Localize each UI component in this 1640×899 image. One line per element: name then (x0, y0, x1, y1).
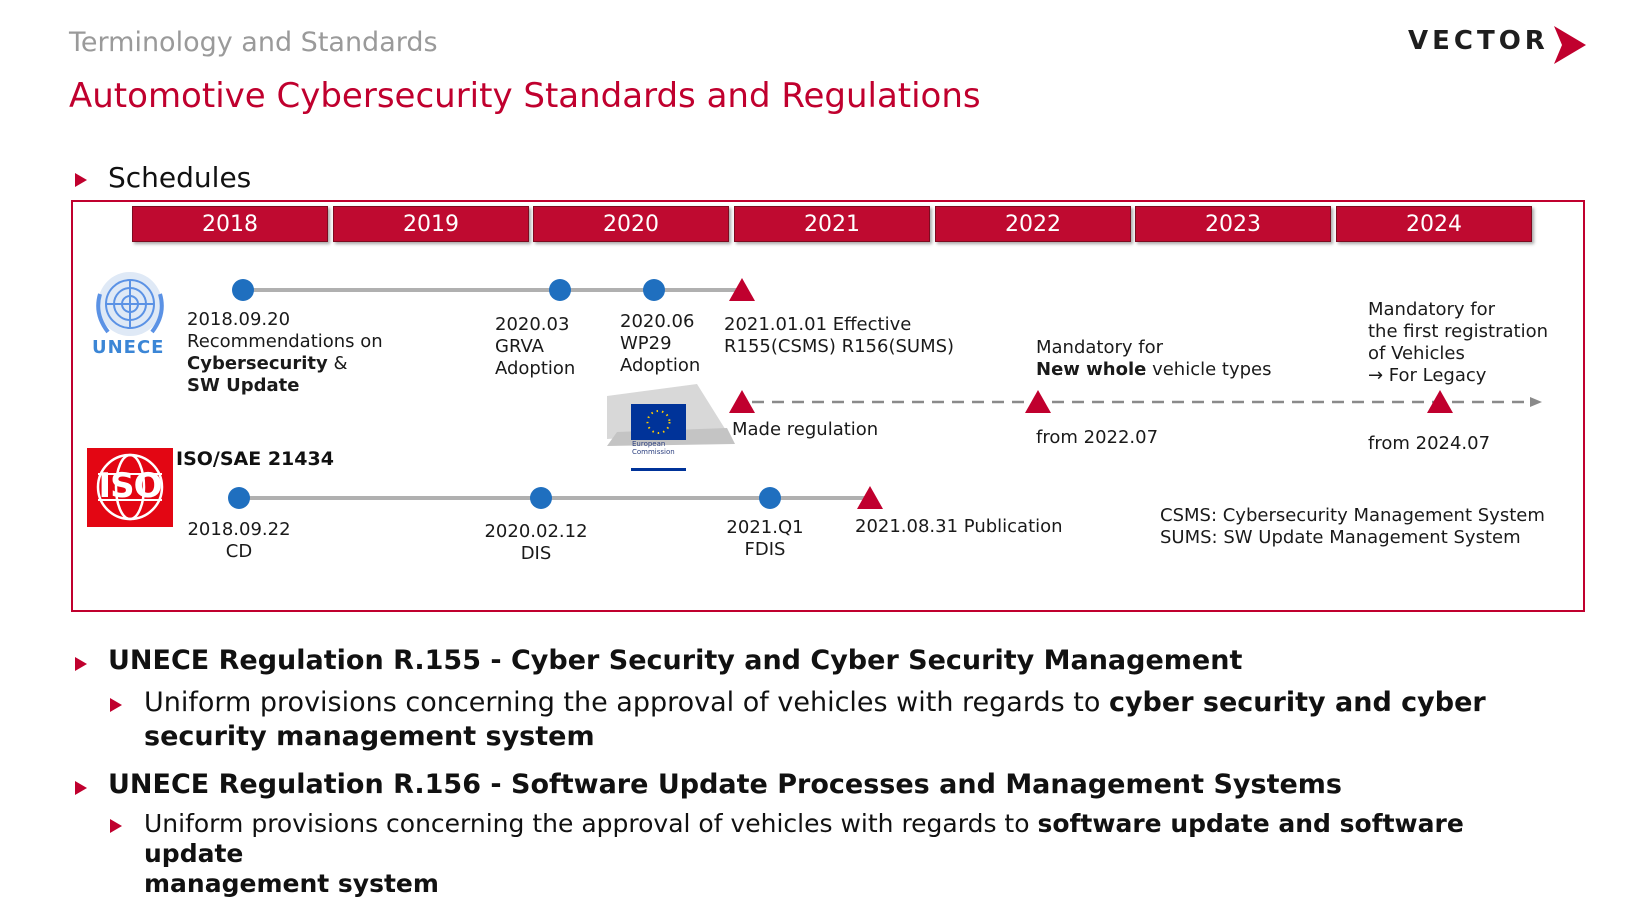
bullet-icon (75, 781, 87, 795)
made-regulation-label: Made regulation (732, 419, 879, 440)
unece-effective-triangle (729, 278, 755, 301)
iso-m4: 2021.08.31 Publication (855, 516, 1063, 537)
r156-text-bold-2: management system (144, 869, 439, 898)
iso-m2-date: 2020.02.12 (484, 521, 588, 542)
unece-milestone-dot (232, 279, 254, 301)
unece-milestone-dot (549, 279, 571, 301)
year-bar: 2023 (1135, 206, 1331, 242)
logo-text: VECTOR (1408, 26, 1549, 56)
mandatory-first-registration: Mandatory for the first registration of … (1368, 299, 1548, 387)
eu-commission-logo (607, 384, 735, 471)
schedules-label: Schedules (108, 161, 252, 194)
legend-csms: CSMS: Cybersecurity Management System (1160, 505, 1545, 526)
unece-m4-line2: R155(CSMS) R156(SUMS) (724, 336, 955, 357)
mand1-from: from 2022.07 (1036, 427, 1159, 448)
r155-text-bold-2: security management system (144, 721, 595, 752)
bullet-icon (110, 819, 122, 833)
year-bar: 2019 (333, 206, 529, 242)
bullet-icon (75, 173, 87, 187)
bullet-icon (75, 657, 87, 671)
section-subtitle: Terminology and Standards (69, 27, 438, 58)
r155-text-bold-1: cyber security and cyber (1108, 687, 1486, 718)
eu-caption-line1: European (632, 440, 666, 448)
mand2-line4: → For Legacy (1368, 365, 1487, 386)
unece-m3-line3: Adoption (620, 355, 701, 376)
iso-m1: 2018.09.22 CD (186, 519, 292, 563)
bullet-icon (110, 698, 122, 712)
iso-standard-title: ISO/SAE 21434 (176, 448, 334, 470)
unece-m3: 2020.06 WP29 Adoption (620, 311, 700, 377)
made-regulation-triangle (729, 390, 755, 413)
mand1-rest: vehicle types (1146, 359, 1272, 380)
mand2-line3: of Vehicles (1368, 343, 1465, 364)
year-bar: 2022 (935, 206, 1131, 242)
iso-m2-label: DIS (520, 543, 552, 564)
year-bar: 2020 (533, 206, 729, 242)
year-bar: 2024 (1336, 206, 1532, 242)
iso-milestone-dot (530, 487, 552, 509)
mandatory-2024-triangle (1427, 390, 1453, 413)
iso-m3-label: FDIS (744, 539, 786, 560)
page-title: Automotive Cybersecurity Standards and R… (69, 76, 981, 116)
year-bar: 2021 (734, 206, 930, 242)
iso-m3: 2021.Q1 FDIS (720, 517, 810, 561)
iso-milestone-dot (759, 487, 781, 509)
iso-milestone-dot (228, 487, 250, 509)
chevron-right-icon (1554, 26, 1586, 64)
unece-m2-line2: GRVA (495, 336, 544, 357)
unece-m1-line2: Recommendations on (187, 331, 383, 352)
r155-text: Uniform provisions concerning the approv… (144, 686, 1564, 754)
unece-m3-line2: WP29 (620, 333, 672, 354)
unece-milestone-dot (643, 279, 665, 301)
unece-m4-line1: 2021.01.01 Effective (724, 314, 912, 335)
mandatory-new-types: Mandatory for New whole vehicle types (1036, 337, 1272, 381)
legend-sums: SUMS: SW Update Management System (1160, 527, 1521, 548)
unece-m1-bold2: SW Update (187, 375, 300, 396)
un-emblem-icon (96, 272, 164, 336)
iso-m3-date: 2021.Q1 (726, 517, 804, 538)
mand1-bold: New whole (1036, 359, 1147, 380)
unece-m3-date: 2020.06 (620, 311, 695, 332)
iso-m1-date: 2018.09.22 (187, 519, 291, 540)
r156-text: Uniform provisions concerning the approv… (144, 809, 1564, 899)
r156-text-plain: Uniform provisions concerning the approv… (144, 809, 1038, 838)
mand1-line1: Mandatory for (1036, 337, 1164, 358)
eu-caption-line2: Commission (632, 448, 675, 456)
iso-m2: 2020.02.12 DIS (481, 521, 591, 565)
year-bar: 2018 (132, 206, 328, 242)
arrow-head-icon (1530, 397, 1542, 407)
unece-logo-label: UNECE (92, 337, 165, 358)
unece-m4: 2021.01.01 Effective R155(CSMS) R156(SUM… (724, 314, 954, 358)
unece-m2-line3: Adoption (495, 358, 576, 379)
iso-logo-label: ISO (98, 466, 162, 506)
mand2-from: from 2024.07 (1368, 433, 1491, 454)
vector-logo: VECTOR (1408, 26, 1586, 66)
r156-title: UNECE Regulation R.156 - Software Update… (108, 769, 1342, 800)
timeline-frame (71, 200, 1585, 612)
r155-title: UNECE Regulation R.155 - Cyber Security … (108, 645, 1243, 676)
r156-text-bold-1: software update and software update (144, 809, 1464, 868)
unece-m1-amp: & (327, 353, 348, 374)
mand2-line1: Mandatory for (1368, 299, 1496, 320)
mand2-line2: the first registration (1368, 321, 1549, 342)
abbreviation-legend: CSMS: Cybersecurity Management System SU… (1160, 505, 1545, 549)
unece-m1-bold1: Cybersecurity (187, 353, 328, 374)
iso-logo (87, 448, 173, 527)
mandatory-2022-triangle (1025, 390, 1051, 413)
r155-text-plain: Uniform provisions concerning the approv… (144, 687, 1109, 718)
unece-m1: 2018.09.20 Recommendations on Cybersecur… (187, 309, 383, 397)
unece-m2-date: 2020.03 (495, 314, 570, 335)
unece-m1-date: 2018.09.20 (187, 309, 291, 330)
iso-publication-triangle (857, 486, 883, 509)
unece-m2: 2020.03 GRVA Adoption (495, 314, 575, 380)
eu-caption: European Commission (632, 440, 675, 456)
iso-m1-label: CD (225, 541, 253, 562)
